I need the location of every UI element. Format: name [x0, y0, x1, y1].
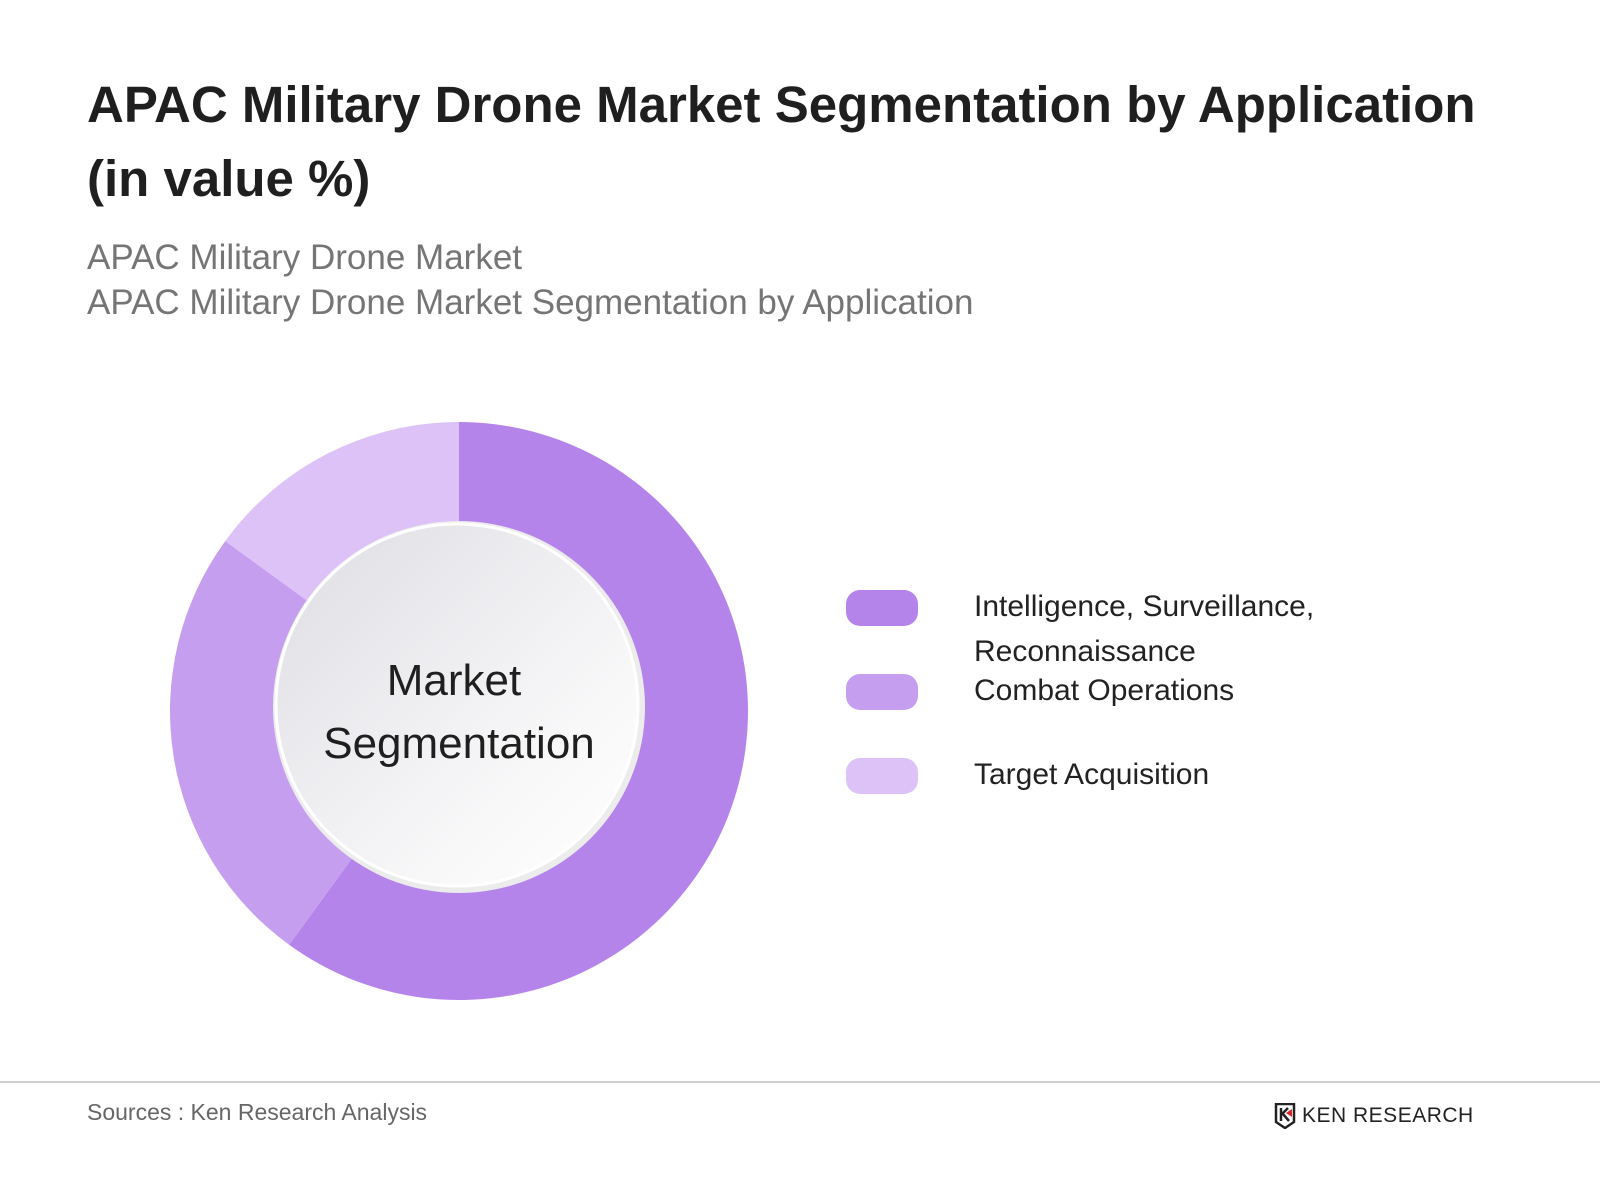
center-label-line-1: Market	[387, 656, 521, 705]
ken-research-logo: KEN RESEARCH	[1274, 1103, 1474, 1129]
footer-divider	[0, 1081, 1600, 1083]
chart-title: APAC Military Drone Market Segmentation …	[87, 76, 1476, 207]
logo-shield-icon	[1274, 1103, 1296, 1129]
legend-label: Target Acquisition	[974, 758, 1210, 791]
chart-subtitle-2: APAC Military Drone Market Segmentation …	[87, 283, 974, 322]
legend-swatch	[846, 590, 918, 626]
chart-subtitle-1: APAC Military Drone Market	[87, 238, 523, 277]
legend-label: Intelligence, Surveillance, Reconnaissan…	[974, 590, 1315, 668]
legend-swatch	[846, 758, 918, 794]
source-note: Sources : Ken Research Analysis	[87, 1099, 428, 1125]
legend-swatch	[846, 674, 918, 710]
center-label-line-2: Segmentation	[323, 719, 595, 768]
donut-chart: Market Segmentation	[170, 422, 749, 1001]
legend-label: Combat Operations	[974, 674, 1235, 707]
center-circle	[274, 522, 640, 888]
logo-text: KEN RESEARCH	[1302, 1104, 1474, 1127]
